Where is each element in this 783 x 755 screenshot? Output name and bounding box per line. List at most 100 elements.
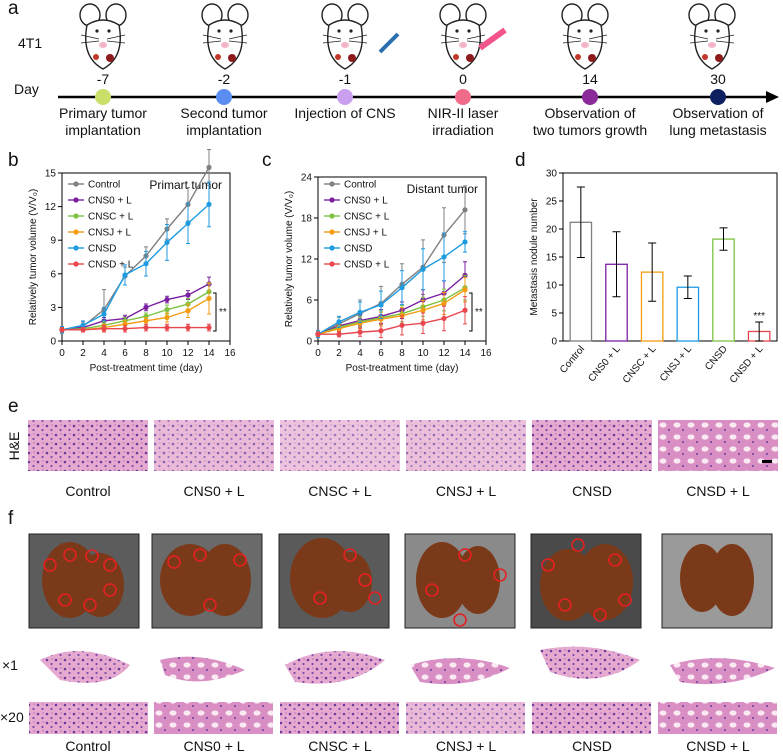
- annotation: Primart tumor: [149, 178, 222, 192]
- y-tick-label: 20: [546, 225, 558, 236]
- legend-label: CNSD: [344, 244, 372, 255]
- panel-label: a: [8, 0, 19, 19]
- group-label: Control: [65, 738, 110, 754]
- x-tick-label: 16: [224, 348, 236, 359]
- event-dot: [216, 89, 232, 105]
- event-dot: [455, 89, 471, 105]
- mice: [79, 3, 736, 70]
- x-tick-label: 2: [336, 348, 342, 359]
- x-tick-label: CNSJ + L: [658, 344, 694, 384]
- legend-label: CNSD + L: [344, 260, 390, 271]
- x-tick-label: CNSC + L: [621, 344, 659, 386]
- data-point: [399, 322, 405, 328]
- timeline-arrow: [766, 91, 779, 103]
- error-bar: [576, 186, 585, 259]
- legend-marker: [329, 181, 335, 187]
- series-line: [61, 203, 210, 331]
- event-label: Primary tumor: [59, 105, 147, 121]
- x-axis-label: Post-treatment time (day): [90, 363, 203, 374]
- series-line: [317, 287, 466, 335]
- data-point: [143, 324, 149, 331]
- significance-label: **: [219, 307, 227, 318]
- significance-bracket: [213, 292, 217, 332]
- group-label: CNS0 + L: [183, 738, 244, 754]
- data-point: [164, 314, 170, 321]
- x-tick-label: 16: [480, 348, 492, 359]
- error-bar: [612, 231, 621, 298]
- legend-label: Control: [88, 180, 120, 191]
- x-tick-label: 12: [182, 348, 194, 359]
- y-tick-label: 25: [546, 197, 558, 208]
- series-line: [317, 241, 466, 335]
- data-point: [420, 266, 426, 272]
- data-point: [420, 320, 426, 326]
- series-line: [61, 291, 210, 331]
- y-tick-label: 6: [50, 269, 56, 280]
- series-line: [317, 274, 466, 335]
- event-label: irradiation: [432, 122, 493, 138]
- magnification-label: ×20: [0, 709, 24, 725]
- data-point: [315, 331, 321, 337]
- legend-marker: [73, 213, 79, 219]
- legend-label: CNS0 + L: [88, 196, 132, 207]
- y-tick-label: 15: [546, 253, 558, 264]
- data-point: [378, 328, 384, 334]
- data-point: [101, 311, 107, 317]
- data-point: [143, 304, 149, 310]
- event-label: implantation: [186, 122, 262, 138]
- event-day: 30: [710, 71, 726, 87]
- x-tick-label: 8: [143, 348, 149, 359]
- data-point: [164, 324, 170, 331]
- y-tick-label: 9: [50, 236, 56, 247]
- lung-sections: [29, 646, 777, 734]
- stain-label: H&E: [6, 432, 22, 461]
- legend-label: CNSJ + L: [88, 228, 132, 239]
- event-day: -2: [218, 71, 231, 87]
- data-point: [378, 316, 384, 322]
- y-tick-label: 30: [546, 169, 558, 180]
- legend-label: CNSD: [88, 244, 116, 255]
- group-label: CNSJ + L: [436, 483, 497, 499]
- data-point: [185, 292, 191, 298]
- x-tick-label: CNSD: [703, 344, 730, 373]
- y-tick-label: 18: [301, 214, 313, 225]
- y-tick-label: 5: [551, 309, 557, 320]
- event-label: two tumors growth: [533, 122, 647, 138]
- data-point: [164, 307, 170, 313]
- legend-marker: [329, 197, 335, 203]
- data-point: [357, 320, 363, 326]
- series-line: [317, 289, 466, 335]
- data-point: [462, 207, 468, 213]
- x-tick-label: 14: [459, 348, 471, 359]
- group-label: CNSJ + L: [436, 738, 497, 754]
- y-tick-label: 3: [50, 303, 56, 314]
- x-tick-label: CNSD + L: [728, 344, 766, 386]
- event-day: 0: [459, 71, 467, 87]
- data-point: [378, 302, 384, 308]
- group-label: Control: [65, 483, 110, 499]
- x-tick-label: 12: [438, 348, 450, 359]
- error-bar: [683, 275, 692, 299]
- panel-label: d: [515, 150, 526, 171]
- legend-marker: [329, 229, 335, 235]
- x-tick-label: Control: [558, 344, 587, 376]
- event-label: lung metastasis: [669, 122, 766, 138]
- legend-marker: [329, 213, 335, 219]
- legend-marker: [329, 261, 335, 267]
- plot-frame: [562, 172, 778, 342]
- y-tick-label: 15: [45, 169, 57, 180]
- legend-marker: [73, 245, 79, 251]
- legend-marker: [73, 261, 79, 267]
- series-line: [318, 309, 466, 335]
- data-point: [206, 164, 212, 170]
- data-point: [441, 300, 447, 307]
- legend-label: CNSD + L: [88, 260, 134, 271]
- data-point: [357, 309, 363, 315]
- legend-marker: [329, 245, 335, 251]
- group-label: CNSD + L: [686, 738, 750, 754]
- data-point: [80, 322, 86, 328]
- data-point: [185, 324, 191, 331]
- event-label: Observation of: [544, 105, 635, 121]
- data-point: [101, 326, 107, 332]
